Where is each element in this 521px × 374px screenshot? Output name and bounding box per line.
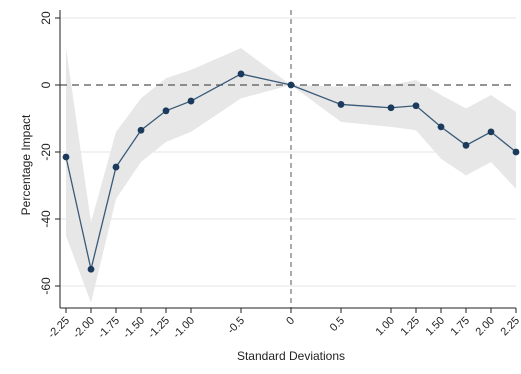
axis-labels: Standard Deviations Percentage Impact: [19, 114, 345, 363]
y-tick-label: -60: [39, 277, 53, 295]
x-tick-label: 1.00: [373, 315, 397, 339]
data-point: [437, 123, 445, 131]
x-tick-label: -1.75: [96, 315, 122, 341]
data-point: [387, 104, 395, 112]
data-point: [512, 148, 520, 156]
x-axis-title: Standard Deviations: [237, 349, 345, 363]
data-point: [187, 97, 195, 105]
x-tick-label: -2.00: [71, 315, 97, 341]
data-point: [487, 128, 495, 136]
x-tick-label: -1.00: [171, 315, 197, 341]
x-tick-label: 1.50: [423, 315, 447, 339]
x-tick-label: -1.25: [146, 315, 172, 341]
confidence-band: [66, 48, 516, 303]
data-point: [287, 81, 295, 89]
data-point: [62, 153, 70, 161]
x-tick-label: 1.25: [398, 315, 422, 339]
data-point: [162, 107, 170, 115]
data-point: [87, 265, 95, 273]
x-tick-label: 0.5: [328, 315, 347, 334]
y-tick-label: 20: [39, 11, 53, 25]
x-tick-label: -1.50: [121, 315, 147, 341]
x-tick-label: 2.00: [473, 315, 497, 339]
x-tick-label: 1.75: [448, 315, 472, 339]
series-layer: [62, 70, 520, 273]
data-point: [462, 141, 470, 149]
confidence-band-layer: [66, 48, 516, 303]
data-point: [337, 101, 345, 108]
x-tick-label: 0: [284, 315, 297, 328]
x-tick-label: 2.25: [498, 315, 521, 339]
y-tick-label: -20: [39, 143, 53, 161]
y-tick-label: 0: [39, 81, 53, 88]
data-point: [112, 163, 120, 171]
y-tick-label: -40: [39, 210, 53, 228]
data-point: [137, 126, 145, 134]
x-tick-label: -0.5: [225, 315, 247, 337]
data-point: [412, 102, 420, 110]
y-axis-title: Percentage Impact: [19, 114, 33, 215]
data-point: [237, 70, 245, 78]
x-tick-label: -2.25: [46, 315, 72, 341]
